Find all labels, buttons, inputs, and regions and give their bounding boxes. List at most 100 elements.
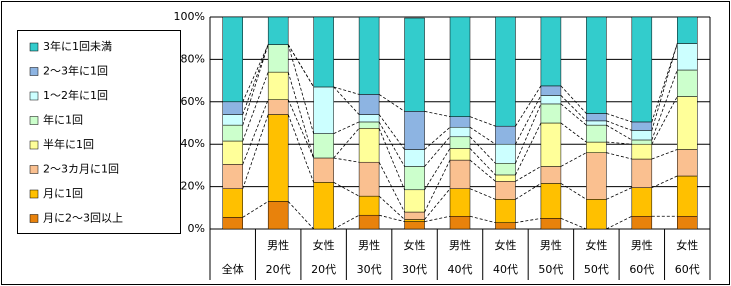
x-group-label: 女性 (676, 238, 698, 252)
bar-segment (495, 199, 516, 223)
bar-segment (631, 121, 653, 131)
bar-segment (631, 143, 653, 160)
connector-line (424, 215, 451, 222)
bar-segment (404, 219, 425, 222)
bar-segment (540, 95, 562, 105)
legend-swatch (29, 91, 39, 101)
connector-line (378, 121, 405, 167)
bar-segment (631, 216, 653, 230)
bar-segment (631, 130, 653, 141)
connector-line (378, 195, 405, 220)
connector-line (560, 183, 587, 200)
bar-segment (449, 136, 471, 149)
connector-line (469, 136, 496, 164)
connector-line (242, 44, 269, 102)
bar-segment (540, 122, 562, 167)
bar-segment (404, 221, 425, 230)
bar-segment (540, 16, 562, 87)
x-tick-label: 20代 (311, 263, 336, 276)
bar-segment (222, 114, 243, 126)
connector-line (333, 86, 360, 115)
bar-segment (449, 159, 471, 189)
connector-line (242, 44, 269, 115)
bar-segment (631, 139, 653, 145)
bar-segment (267, 114, 289, 202)
bar-segment (267, 201, 289, 230)
bar-segment (540, 218, 562, 230)
legend-label: 2〜3年に1回 (43, 64, 108, 78)
y-tick-label: 20% (181, 180, 205, 193)
bar-segment (677, 175, 698, 217)
bar-segment (677, 43, 698, 71)
connector-line (242, 99, 269, 165)
bar-segment (222, 101, 243, 115)
x-group-label: 女性 (404, 238, 426, 252)
x-group-label: 男性 (540, 238, 562, 252)
legend-label: 月に1回 (43, 187, 83, 200)
bar-segment (449, 148, 471, 161)
connector-line (651, 43, 678, 131)
bar-segment (540, 183, 562, 219)
bar-segment (495, 163, 516, 176)
x-group-label: 女性 (494, 238, 516, 252)
bar-segment (540, 103, 562, 124)
connector-line (242, 44, 269, 126)
bar-segment (313, 86, 334, 134)
connector-line (378, 128, 405, 190)
bar-segment (495, 16, 516, 127)
bar-segment (404, 111, 425, 150)
bar-segment (677, 16, 698, 44)
bar-segment (495, 181, 516, 200)
x-group-label: 女性 (313, 238, 335, 252)
bar-segment (449, 116, 471, 128)
connector-line (651, 96, 678, 145)
connector-line (560, 122, 587, 143)
legend-swatch (29, 214, 39, 223)
bar-segment (358, 94, 380, 115)
bar-segment (495, 143, 516, 164)
connector-line (242, 71, 269, 142)
bar-segment (449, 16, 471, 117)
connector-line (651, 43, 678, 123)
bar-segment (631, 16, 653, 123)
connector-line (242, 114, 269, 189)
bar-segment (586, 141, 607, 153)
connector-line (424, 110, 451, 118)
bar-segment (358, 161, 380, 197)
connector-line (469, 148, 496, 176)
bar-segment (586, 16, 607, 114)
bar-segment (267, 99, 289, 115)
connector-line (287, 114, 315, 183)
y-tick-label: 100% (174, 10, 205, 23)
bar-segment (404, 189, 425, 213)
legend-label: 1〜2年に1回 (43, 88, 108, 102)
connector-line (242, 201, 269, 218)
x-tick-label: 40代 (493, 263, 518, 276)
bar-segment (586, 120, 607, 126)
bar-segment (222, 164, 243, 189)
bar-segment (358, 195, 380, 216)
x-group-label: 男性 (631, 238, 653, 252)
legend-swatch (29, 165, 39, 174)
connector-line (515, 218, 541, 224)
connector-line (287, 201, 314, 230)
connector-line (378, 114, 405, 150)
connector-line (515, 85, 542, 127)
connector-line (469, 188, 496, 200)
legend-label: 3年に1回未満 (43, 39, 112, 53)
connector-line (515, 95, 542, 145)
connector-line (469, 116, 496, 127)
connector-line (378, 162, 405, 213)
bar-segment (677, 96, 698, 150)
bar-segment (586, 199, 607, 230)
x-tick-label: 60代 (675, 263, 700, 276)
connector-line (378, 94, 405, 112)
bar-segment (404, 149, 425, 167)
bar-segment (222, 16, 243, 103)
bar-segment (222, 140, 243, 165)
bar-segment (404, 17, 425, 112)
connector-line (560, 95, 587, 122)
legend-swatch (29, 42, 39, 52)
bar-segment (404, 211, 425, 220)
